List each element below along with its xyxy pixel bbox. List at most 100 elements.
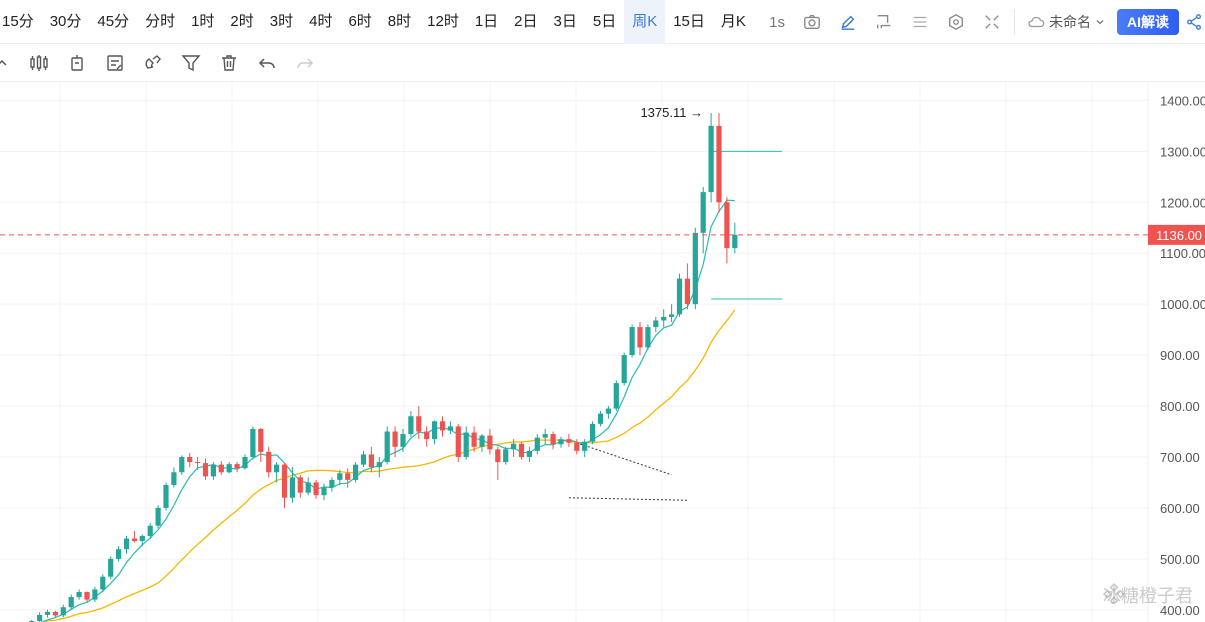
candle-body-7: [60, 607, 66, 616]
candle-body-21: [171, 472, 177, 485]
candle-body-87: [692, 232, 698, 305]
trend-line-icon[interactable]: [0, 44, 20, 82]
interval-tab-4[interactable]: 1时: [191, 12, 215, 30]
interval-tab-10[interactable]: 12时: [427, 12, 459, 30]
interval-list: 15分 30分 45分 分时 1时 2时 3时 4时 6时 8时 12时 1日 2日 3日 5日 周K 15日月…: [0, 0, 754, 44]
ai-analysis-button[interactable]: AI解读: [1117, 9, 1179, 35]
interval-toolbar: 15分 30分 45分 分时 1时 2时 3时 4时 6时 8时 12时 1日 2日 3日 5日 周K 15日月…: [0, 0, 1205, 44]
trash-icon[interactable]: [210, 44, 248, 82]
y-tick-label-2: 600.00: [1160, 501, 1200, 516]
watermark-logo-icon: [1103, 583, 1125, 604]
top-right-tools: 1s 未命名 AI解读: [760, 0, 1205, 44]
candles: [29, 113, 738, 622]
watermark-text: 冰糖橙子君: [1103, 586, 1193, 606]
overlay: 1136.00 1375.11 →: [0, 105, 1205, 245]
interval-tab-8[interactable]: 6时: [348, 12, 372, 30]
candle-body-78: [621, 355, 627, 384]
y-tick-label-0: 400.00: [1160, 603, 1200, 618]
interval-tab-12[interactable]: 2日: [514, 12, 538, 30]
interval-tab-1[interactable]: 30分: [49, 12, 82, 30]
candle-body-45: [360, 454, 367, 465]
candle-body-34: [274, 464, 280, 473]
candle-body-86: [684, 278, 690, 305]
crop-icon[interactable]: [866, 0, 902, 44]
candlestick-chart[interactable]: 1136.00 1375.11 → 400.00 500.00 600.00 700.0…: [0, 82, 1205, 622]
candle-body-79: [629, 327, 635, 356]
layout-selector[interactable]: 未命名: [1019, 12, 1113, 32]
indicator-icon[interactable]: [58, 44, 96, 82]
interval-tab-5[interactable]: 2时: [230, 12, 254, 30]
candle-body-10: [84, 591, 90, 600]
candle-body-61: [487, 435, 493, 450]
interval-tab-13[interactable]: 3日: [553, 12, 577, 30]
candle-body-57: [455, 426, 461, 457]
interval-tab-14[interactable]: 5日: [592, 12, 617, 30]
candle-body-59: [471, 432, 477, 447]
interval-tab-2[interactable]: 45分: [97, 12, 130, 30]
candle-type-icon[interactable]: [20, 44, 58, 82]
candle-body-25: [202, 463, 209, 477]
candle-body-26: [210, 464, 216, 477]
candle-body-11: [92, 589, 98, 600]
candle-body-33: [266, 451, 272, 473]
candle-body-40: [321, 487, 327, 496]
replay-speed[interactable]: 1s: [769, 13, 785, 31]
current-price-label: 1136.00: [1156, 228, 1202, 243]
interval-tab-0[interactable]: 15分: [2, 12, 34, 30]
candle-body-4: [37, 614, 43, 622]
candle-body-52: [416, 416, 422, 432]
candle-body-5: [44, 611, 51, 615]
divider: [1014, 9, 1015, 35]
candle-body-8: [68, 597, 74, 608]
gear-icon[interactable]: [938, 0, 974, 44]
interval-tab-15[interactable]: 周K: [624, 0, 666, 44]
candle-body-67: [534, 437, 540, 451]
candle-body-37: [297, 477, 303, 493]
interval-tab-17[interactable]: 月K: [720, 12, 746, 30]
share-icon[interactable]: [1185, 0, 1205, 44]
list-icon[interactable]: [902, 0, 938, 44]
interval-tab-16[interactable]: 15日: [673, 12, 705, 30]
candle-body-69: [550, 434, 556, 445]
candle-body-72: [574, 442, 580, 451]
drawing-toolbar: [0, 44, 1205, 82]
candle-body-55: [439, 421, 446, 431]
interval-tab-6[interactable]: 3时: [269, 12, 294, 30]
candle-body-27: [218, 464, 224, 473]
candle-body-73: [582, 441, 588, 451]
interval-tab-11[interactable]: 1日: [474, 12, 499, 30]
candle-body-6: [52, 611, 58, 616]
price-chart[interactable]: 1136.00 1375.11 → 400.00 500.00 600.00 700.0…: [0, 82, 1205, 622]
camera-icon[interactable]: [794, 0, 830, 44]
candle-body-91: [724, 202, 730, 249]
candle-body-32: [258, 428, 264, 452]
note-icon[interactable]: [96, 44, 134, 82]
candle-body-43: [345, 473, 351, 480]
magnet-icon[interactable]: [134, 44, 172, 82]
pen-icon[interactable]: [830, 0, 866, 44]
filter-icon[interactable]: [172, 44, 210, 82]
interval-tab-9[interactable]: 8时: [387, 12, 412, 30]
high-price-label: 1375.11 →: [640, 105, 703, 120]
candle-body-89: [708, 125, 714, 193]
candle-body-60: [479, 435, 485, 447]
candle-body-90: [716, 125, 722, 203]
candle-body-85: [676, 278, 683, 315]
fullscreen-icon[interactable]: [974, 0, 1010, 44]
y-tick-label-3: 700.00: [1160, 450, 1200, 465]
candle-body-35: [281, 464, 288, 498]
candle-body-19: [155, 507, 161, 526]
y-tick-label-10: 1400.00: [1160, 93, 1205, 108]
candle-body-15: [123, 538, 130, 550]
chevron-down-icon: [1096, 20, 1104, 25]
dashed-line-2: [568, 497, 688, 501]
candle-body-41: [329, 479, 335, 488]
undo-icon[interactable]: [248, 44, 286, 82]
candle-body-16: [131, 538, 137, 542]
interval-tab-3[interactable]: 分时: [145, 12, 176, 30]
candle-body-31: [250, 428, 256, 457]
interval-tab-7[interactable]: 4时: [309, 12, 333, 30]
candle-body-80: [637, 327, 643, 348]
y-tick-label-9: 1300.00: [1160, 144, 1205, 159]
candle-body-44: [353, 464, 359, 480]
